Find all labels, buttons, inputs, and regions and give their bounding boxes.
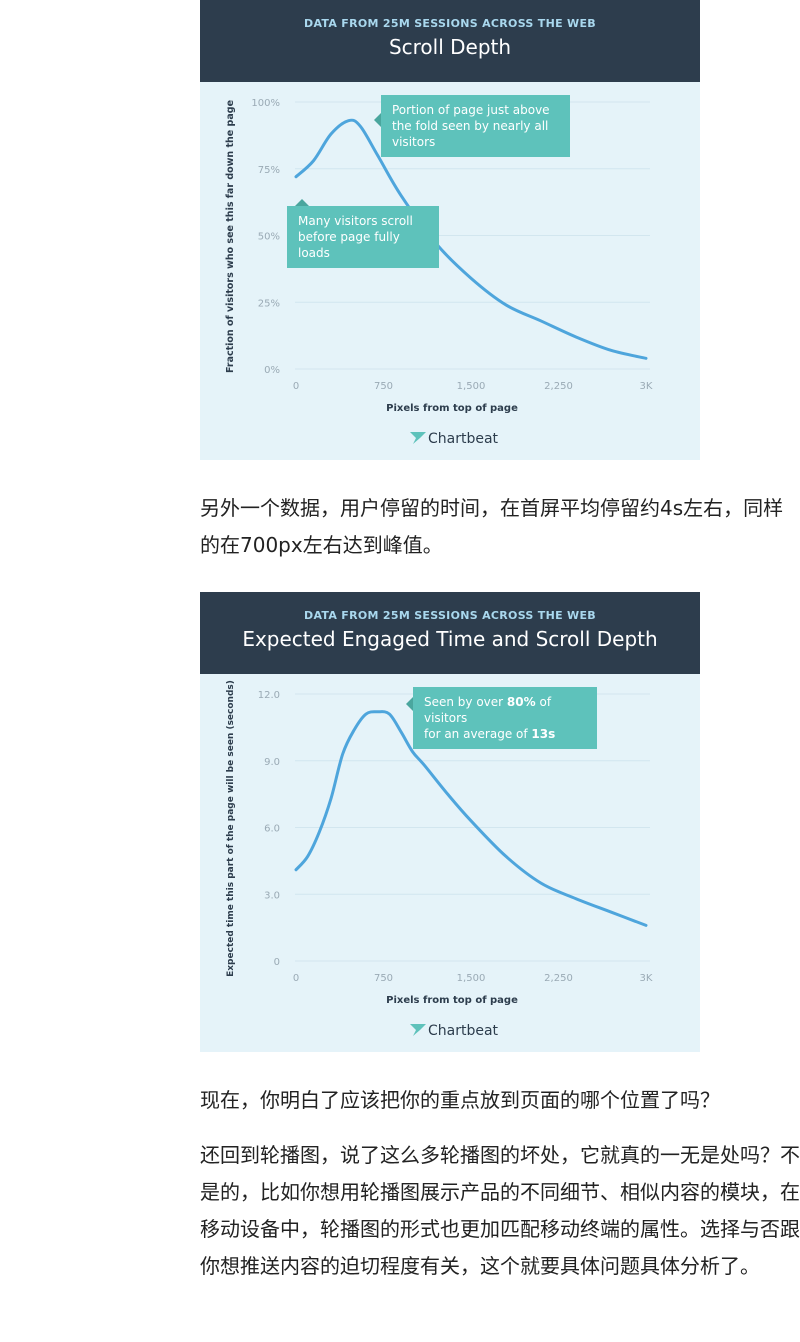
scroll-depth-chart: DATA FROM 25M SESSIONS ACROSS THE WEB Sc… [200, 0, 700, 460]
chart-supertitle: DATA FROM 25M SESSIONS ACROSS THE WEB [304, 609, 596, 622]
annotation-bold: 13s [531, 727, 556, 741]
article-paragraph: 另外一个数据，用户停留的时间，在首屏平均停留约4s左右，同样的在700px左右达… [200, 496, 784, 557]
annotation-text: Portion of page just above the fold seen… [392, 103, 550, 149]
chartbeat-logo-icon [410, 1024, 426, 1036]
chart-title: Expected Engaged Time and Scroll Depth [242, 627, 658, 651]
callout-pointer [406, 697, 413, 711]
annotation-scroll: Many visitors scroll before page fully l… [287, 206, 439, 268]
y-tick-label: 75% [258, 165, 280, 176]
chart-title: Scroll Depth [388, 35, 512, 59]
x-tick-label: 0 [293, 381, 299, 392]
y-axis-label: Fraction of visitors who see this far do… [225, 100, 236, 373]
y-tick-label: 3.0 [264, 890, 280, 901]
chart-plot: 0 3.0 6.0 9.0 12.0 0 750 1,500 2,250 3K Pixels fro… [226, 680, 653, 1039]
chartbeat-logo-icon [410, 432, 426, 444]
x-tick-label: 3K [640, 973, 653, 984]
chart-header: DATA FROM 25M SESSIONS ACROSS THE WEB Sc… [200, 0, 700, 82]
annotation-text: of visitors [424, 695, 552, 725]
chart-plot: 0% 25% 50% 75% 100% 0 750 1,500 2,250 3K Pixels fr… [225, 98, 653, 447]
x-tick-label: 750 [374, 973, 393, 984]
x-tick-label: 2,250 [544, 381, 573, 392]
y-tick-label: 6.0 [264, 824, 280, 835]
x-tick-label: 750 [374, 381, 393, 392]
article-paragraph: 还回到轮播图，说了这么多轮播图的坏处，它就真的一无是处吗？不是的，比如你想用轮播… [200, 1143, 800, 1278]
annotation-text: for an average of [424, 727, 532, 741]
y-tick-label: 12.0 [258, 690, 280, 701]
x-tick-label: 3K [640, 381, 653, 392]
annotation-peak: Seen by over 80% of visitors for an avera… [413, 687, 597, 749]
y-tick-label: 100% [251, 98, 280, 109]
y-tick-label: 50% [258, 232, 280, 243]
chartbeat-logo: Chartbeat [428, 1023, 499, 1039]
y-tick-label: 0% [264, 365, 280, 376]
engaged-time-chart: DATA FROM 25M SESSIONS ACROSS THE WEB Ex… [200, 592, 700, 1052]
callout-pointer [374, 113, 381, 127]
y-axis-label: Expected time this part of the page will… [226, 680, 236, 977]
y-tick-label: 25% [258, 298, 280, 309]
x-tick-label: 0 [293, 973, 299, 984]
x-tick-label: 2,250 [544, 973, 573, 984]
x-axis-label: Pixels from top of page [386, 995, 518, 1006]
y-tick-label: 0 [274, 957, 280, 968]
chart-supertitle: DATA FROM 25M SESSIONS ACROSS THE WEB [304, 17, 596, 30]
data-line [294, 710, 648, 927]
annotation-text: Seen by over [424, 695, 507, 709]
annotation-fold: Portion of page just above the fold seen… [381, 95, 570, 157]
x-tick-label: 1,500 [457, 381, 486, 392]
chartbeat-logo: Chartbeat [428, 431, 499, 447]
x-tick-label: 1,500 [457, 973, 486, 984]
annotation-bold: 80% [506, 695, 536, 709]
article-paragraph: 现在，你明白了应该把你的重点放到页面的哪个位置了吗？ [200, 1088, 720, 1112]
annotation-text: Many visitors scroll before page fully l… [298, 214, 413, 260]
y-tick-label: 9.0 [264, 757, 280, 768]
x-axis-label: Pixels from top of page [386, 403, 518, 414]
chart-header: DATA FROM 25M SESSIONS ACROSS THE WEB Ex… [200, 592, 700, 674]
callout-pointer [295, 199, 309, 206]
